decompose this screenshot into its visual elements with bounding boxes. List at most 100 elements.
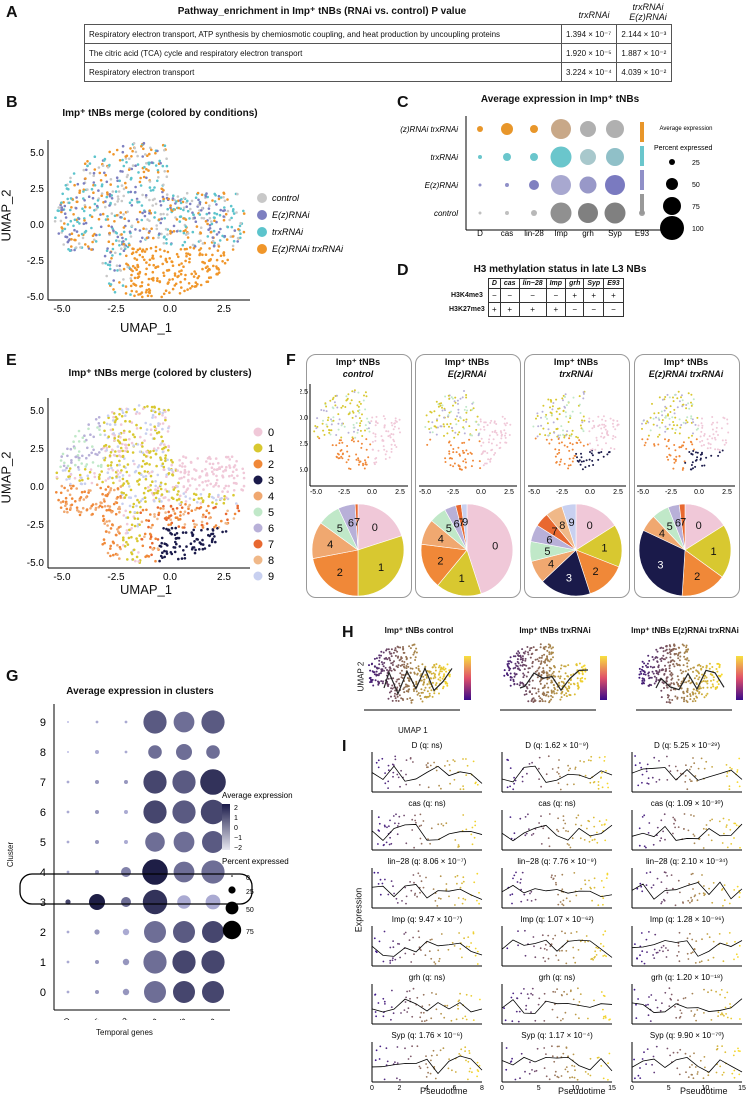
umap-point	[451, 429, 454, 432]
umap-point	[241, 467, 244, 471]
umap-point	[154, 245, 158, 249]
umap-point	[124, 532, 128, 535]
trajectory-point	[402, 646, 404, 648]
umap-point	[242, 476, 246, 480]
pie-slice	[684, 524, 732, 578]
umap-point	[134, 228, 137, 231]
expression-point	[693, 948, 696, 951]
expression-point	[705, 760, 708, 763]
umap-point	[655, 416, 657, 419]
expression-point	[547, 957, 550, 960]
umap-point	[316, 417, 319, 420]
expression-point	[538, 822, 540, 824]
trajectory-point	[396, 666, 399, 669]
trajectory-point	[442, 675, 445, 678]
umap-point	[692, 467, 694, 470]
trajectory-point	[399, 646, 402, 649]
umap-point	[314, 425, 317, 427]
expression-point	[387, 780, 390, 783]
expression-point	[377, 843, 379, 845]
umap-point	[182, 265, 185, 268]
umap-point	[482, 464, 485, 467]
expression-point	[398, 815, 401, 818]
umap-point	[93, 168, 97, 171]
umap-point	[435, 433, 438, 436]
expression-point	[414, 892, 417, 895]
umap-point	[424, 426, 427, 428]
umap-point	[680, 446, 683, 449]
trajectory-point	[556, 689, 559, 692]
umap-point	[390, 450, 393, 453]
pseudotime-grid: D (q: ns) D (q: 1.62 × 10⁻⁹) D (q: 5.25 × …	[370, 741, 746, 1092]
umap-point	[145, 162, 148, 165]
expression-point	[562, 904, 565, 907]
expression-point	[434, 900, 437, 902]
trajectory-point	[439, 679, 442, 682]
umap-point	[557, 438, 560, 440]
umap-point	[108, 267, 112, 271]
umap-point	[323, 433, 326, 436]
umap-point	[64, 500, 68, 504]
expression-point	[603, 823, 606, 826]
trajectory-point	[439, 668, 442, 671]
umap-point	[127, 536, 131, 540]
expression-point	[589, 781, 592, 784]
umap-point	[150, 553, 153, 557]
trajectory-point	[641, 682, 644, 685]
umap-point	[126, 558, 129, 561]
umap-point	[459, 397, 462, 400]
expression-point	[447, 948, 450, 951]
trajectory-point	[538, 700, 541, 703]
umap-point	[113, 420, 117, 424]
umap-point	[59, 465, 62, 469]
umap-point	[679, 426, 682, 429]
umap-point	[499, 441, 502, 444]
expression-point	[703, 885, 705, 887]
umap-point	[136, 517, 140, 520]
expression-point	[552, 878, 555, 880]
expression-point	[689, 932, 691, 935]
umap-point	[716, 448, 719, 451]
umap-point	[458, 431, 461, 434]
umap-point	[193, 540, 196, 543]
umap-point	[120, 199, 124, 203]
umap-point	[117, 507, 120, 511]
umap-point	[229, 204, 233, 208]
umap-point	[460, 468, 463, 471]
umap-point	[124, 438, 128, 442]
umap-point	[484, 462, 487, 465]
umap-point	[142, 170, 146, 174]
y-tick-label: 5.0	[30, 406, 44, 417]
trajectory-point	[655, 678, 658, 681]
umap-point	[163, 170, 166, 173]
umap-point	[148, 186, 152, 189]
expression-point	[562, 827, 565, 829]
umap-point	[138, 247, 142, 250]
condition-box-eztrx	[634, 354, 740, 598]
expression-point	[690, 765, 693, 768]
expression-point	[606, 873, 609, 876]
umap-point	[142, 141, 146, 145]
trajectory-point	[409, 647, 412, 650]
umap-point	[374, 439, 377, 442]
expression-point	[558, 950, 561, 952]
trajectory-point	[677, 685, 680, 688]
umap-point	[76, 200, 79, 204]
umap-point	[81, 207, 84, 210]
umap-point	[384, 458, 387, 460]
umap-point	[694, 465, 697, 468]
expression-point	[604, 756, 606, 758]
status-cell: −	[545, 288, 567, 303]
umap-point	[470, 452, 473, 455]
umap-point	[174, 526, 177, 530]
umap-point	[143, 470, 147, 473]
umap-point	[127, 219, 131, 223]
umap-point	[87, 427, 90, 431]
trajectory-point	[683, 698, 686, 701]
umap-point	[671, 427, 674, 430]
trajectory-point	[710, 686, 713, 689]
umap-point	[132, 548, 136, 552]
umap-point	[210, 220, 213, 223]
trajectory-line	[519, 669, 589, 692]
expression-point	[459, 948, 462, 950]
